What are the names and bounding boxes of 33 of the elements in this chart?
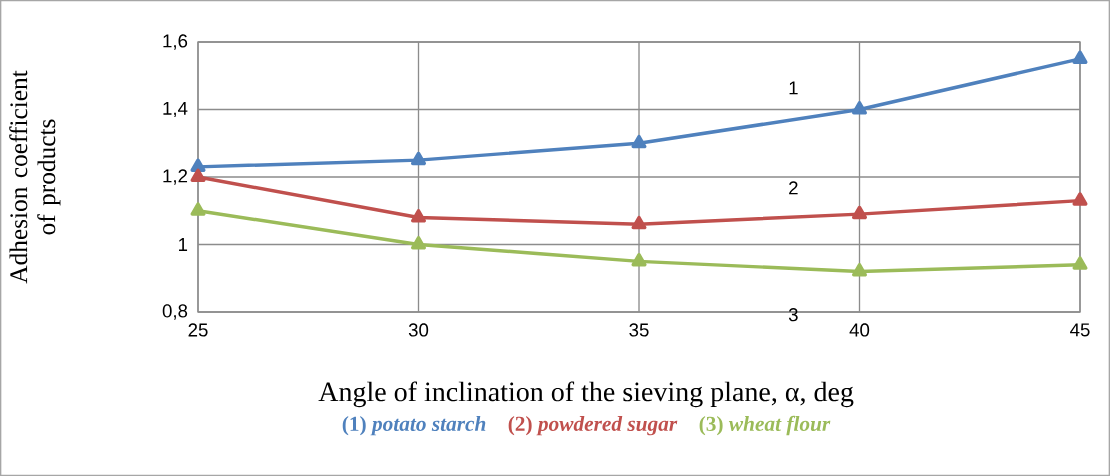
point (190, 202, 206, 216)
annotation: 3 (788, 308, 798, 322)
point (410, 151, 427, 166)
x-tick-label: 45 (1070, 323, 1090, 337)
point (631, 134, 647, 149)
y-tick-label: 1,2 (163, 169, 188, 185)
point (631, 215, 647, 230)
text: (1) potato starch (342, 415, 486, 436)
x-axis-title: Angle of inclination of the sieving plane, α, deg (318, 381, 854, 408)
point (190, 158, 206, 172)
y-tick-label: 0,8 (162, 304, 188, 320)
point (631, 252, 647, 267)
text: (3) wheat flour (699, 415, 831, 436)
x-tick-label: 25 (188, 323, 208, 337)
annotation: 2 (789, 181, 798, 195)
point (851, 205, 868, 220)
annotation: 1 (789, 81, 798, 95)
x-tick-label: 35 (629, 323, 649, 337)
y-axis-title: Adhesion coefficient of products (9, 70, 61, 284)
point (851, 101, 868, 115)
y-tick-label: 1,4 (163, 101, 188, 118)
x-tick-label: 30 (408, 323, 429, 337)
point (851, 263, 868, 277)
point (1072, 50, 1088, 64)
point (410, 209, 427, 223)
y-tick-label: 1 (179, 238, 188, 251)
point (410, 236, 427, 250)
point (1072, 192, 1088, 206)
point (190, 168, 206, 183)
y-tick-label: 1,6 (163, 34, 188, 50)
point (1072, 256, 1088, 270)
x-tick-label: 40 (849, 323, 870, 337)
text: (2) powdered sugar (508, 415, 678, 436)
